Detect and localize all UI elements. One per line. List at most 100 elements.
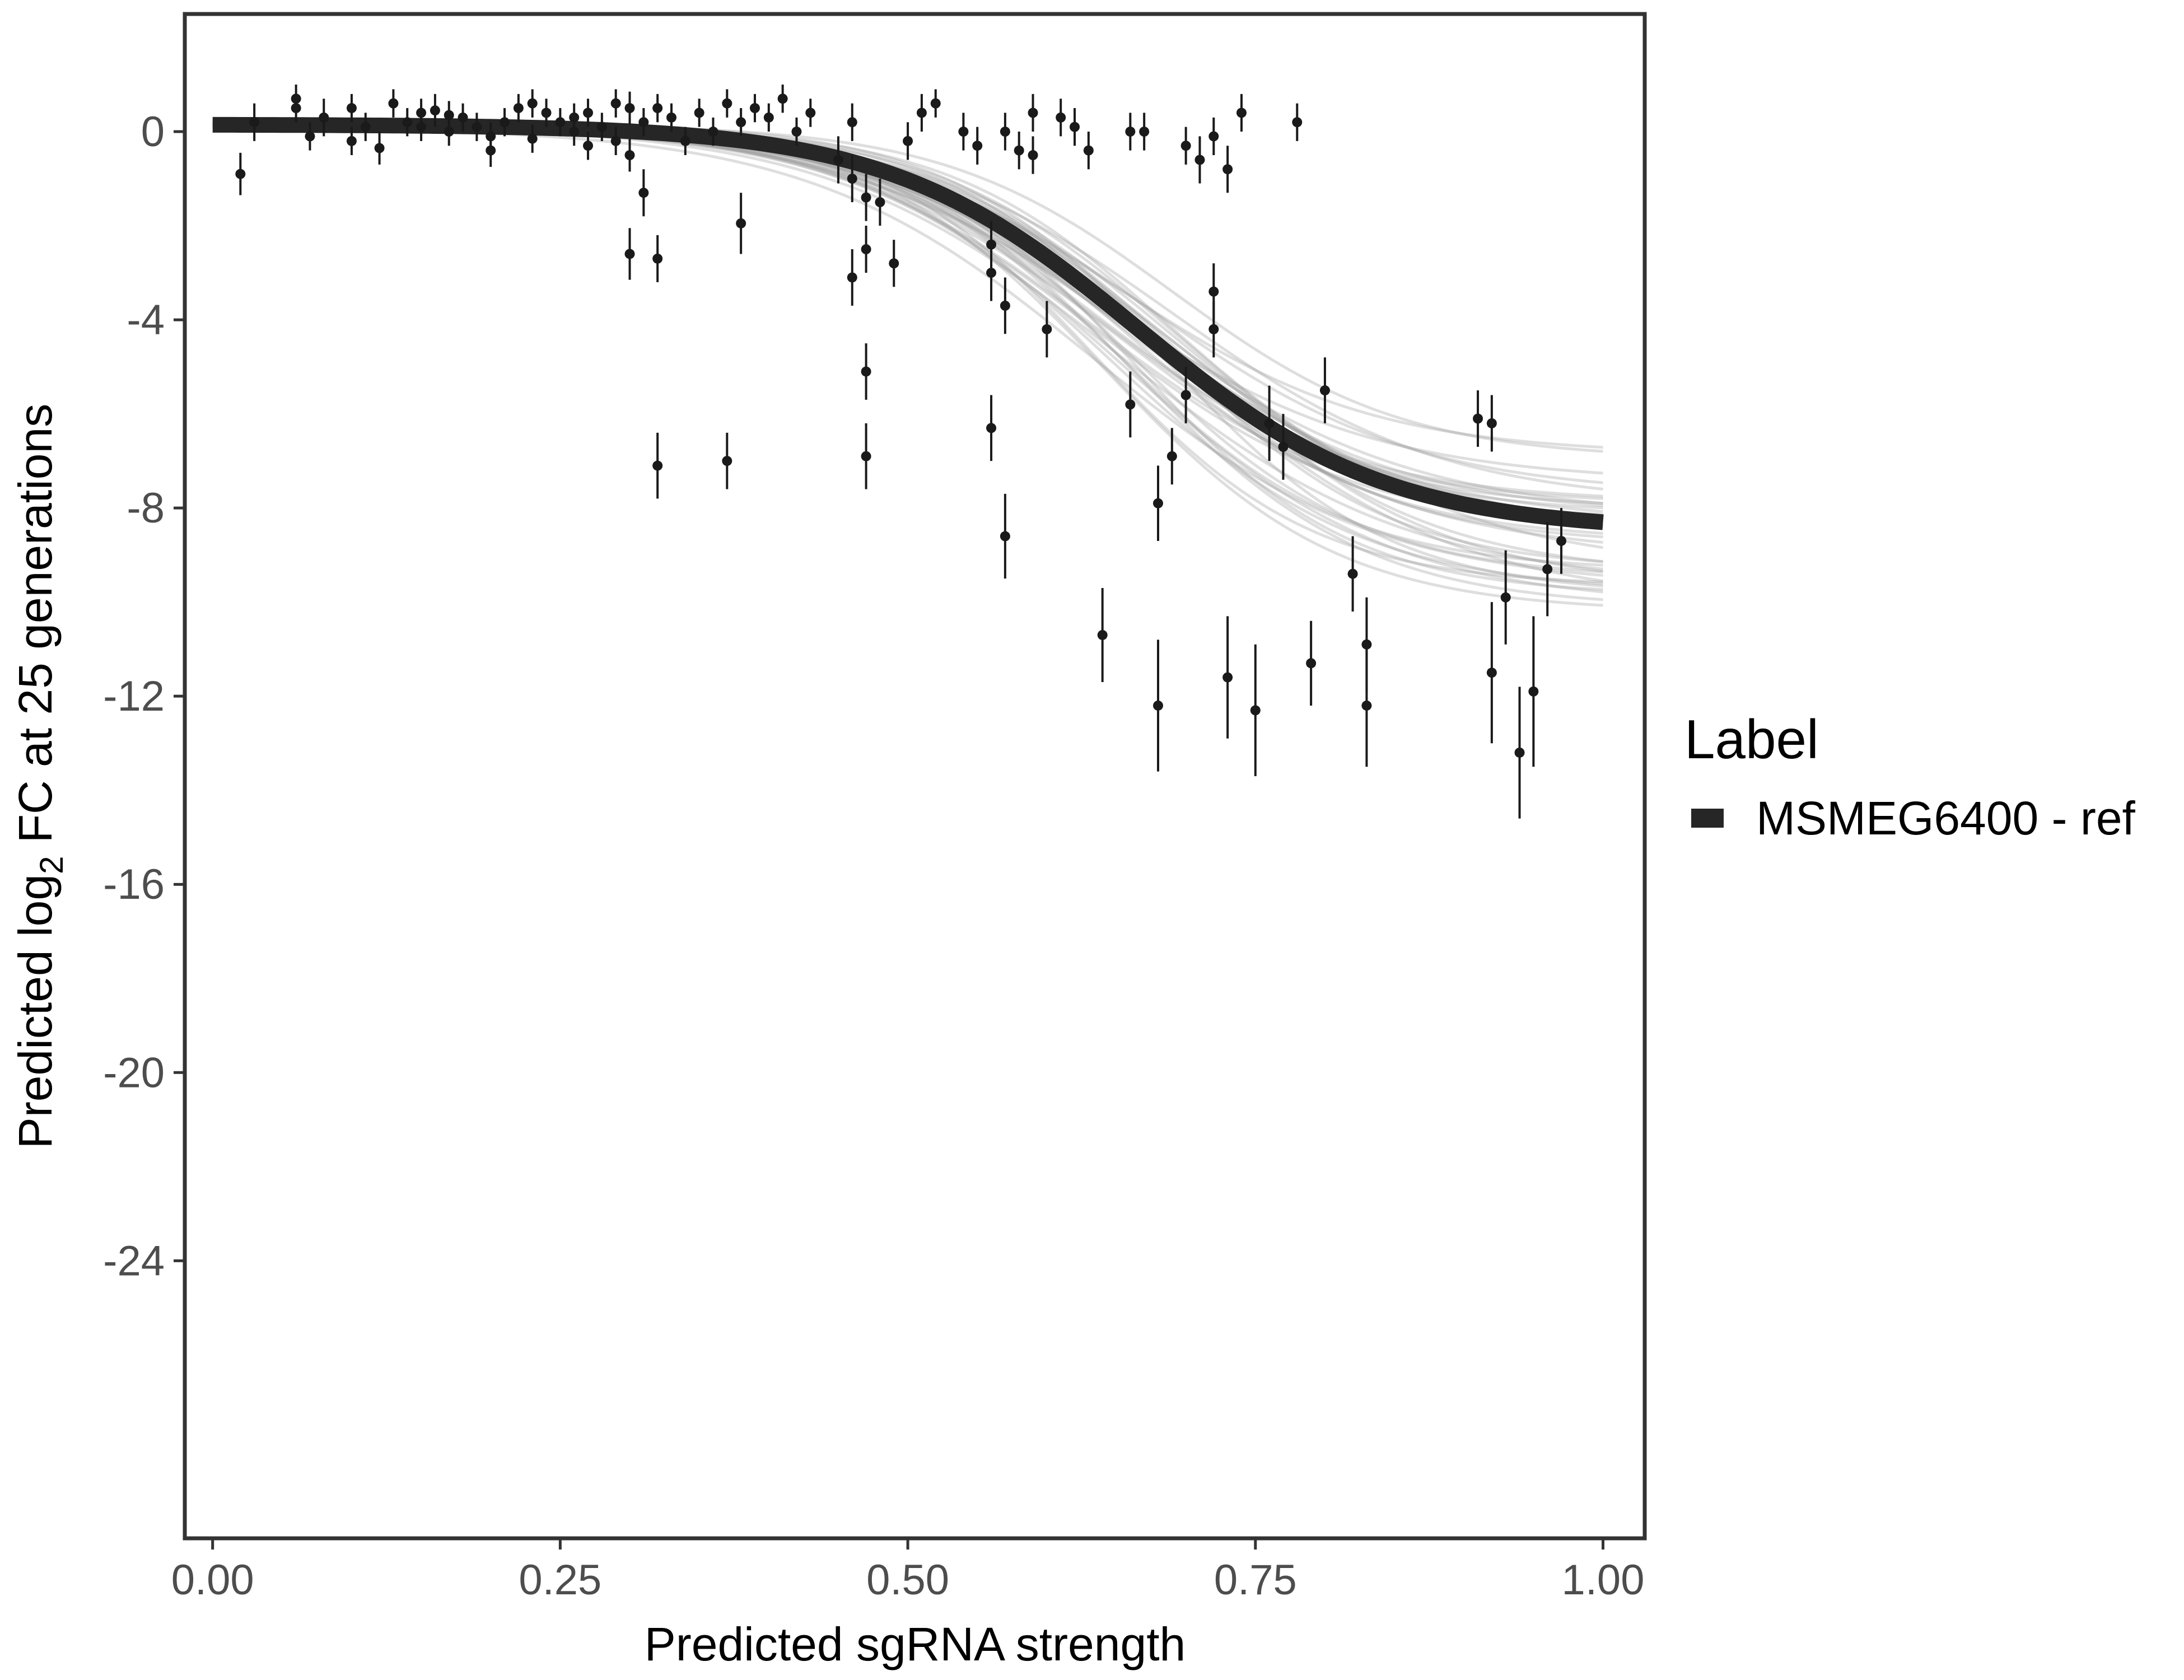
point-marker	[722, 456, 732, 466]
point-marker	[763, 112, 774, 123]
data-point	[680, 127, 690, 156]
data-point	[1056, 99, 1066, 137]
data-point	[1306, 620, 1317, 706]
point-marker	[555, 117, 566, 128]
point-marker	[861, 451, 871, 461]
data-point	[527, 89, 538, 118]
data-point	[1542, 522, 1553, 617]
point-marker	[1514, 747, 1525, 758]
data-point	[555, 108, 566, 137]
data-point	[652, 235, 663, 282]
data-point	[1028, 94, 1038, 132]
fit-curve-layer	[212, 116, 1604, 530]
data-point	[1125, 371, 1136, 438]
data-point	[903, 122, 913, 160]
point-marker	[444, 127, 454, 137]
point-marker	[972, 141, 983, 151]
y-tick-label: -12	[103, 673, 165, 720]
point-marker	[652, 253, 663, 264]
point-marker	[1486, 668, 1497, 678]
y-axis-title: Predicted log2 FC at 25 generations	[9, 404, 70, 1149]
point-marker	[472, 122, 482, 132]
data-point	[1222, 146, 1233, 193]
data-point	[1153, 465, 1163, 541]
point-marker	[1319, 385, 1330, 396]
point-marker	[680, 136, 690, 146]
point-marker	[346, 103, 357, 114]
data-point	[1486, 602, 1497, 744]
data-point	[791, 117, 802, 146]
data-point	[1319, 357, 1330, 423]
point-marker	[1166, 451, 1177, 461]
point-marker	[1306, 658, 1317, 669]
data-point	[749, 94, 760, 123]
data-point	[847, 155, 857, 203]
data-point	[722, 432, 732, 489]
data-point	[319, 99, 329, 137]
point-marker	[861, 366, 871, 377]
point-marker	[749, 103, 760, 114]
data-point	[1556, 508, 1567, 574]
data-point	[861, 423, 871, 489]
point-marker	[1500, 592, 1511, 603]
point-marker	[1139, 127, 1150, 137]
point-marker	[1153, 498, 1163, 508]
point-marker	[249, 117, 260, 128]
y-tick-label: -4	[127, 296, 165, 344]
data-point	[1042, 301, 1052, 358]
data-point	[861, 226, 871, 273]
point-marker	[416, 108, 427, 118]
point-marker	[624, 103, 635, 114]
point-marker	[847, 117, 857, 128]
point-marker	[458, 112, 468, 123]
point-marker	[1083, 145, 1094, 156]
point-marker	[708, 127, 718, 137]
point-marker	[986, 268, 997, 278]
point-marker	[430, 105, 440, 116]
point-marker	[527, 133, 538, 144]
posterior-curves	[212, 121, 1603, 607]
point-marker	[875, 197, 885, 208]
point-marker	[694, 108, 704, 118]
point-marker	[805, 108, 816, 118]
data-point	[1028, 136, 1038, 174]
data-point	[986, 395, 997, 461]
point-marker	[986, 423, 997, 433]
data-point	[291, 94, 301, 123]
point-marker	[235, 169, 246, 179]
data-point	[777, 85, 788, 113]
point-marker	[736, 117, 746, 128]
data-point	[1097, 587, 1108, 682]
point-marker	[666, 112, 676, 123]
point-marker	[402, 117, 413, 128]
data-point	[1500, 550, 1511, 645]
data-point	[1361, 644, 1372, 767]
x-axis-title: Predicted sgRNA strength	[645, 1618, 1186, 1670]
point-marker	[638, 188, 649, 198]
point-marker	[1361, 700, 1372, 711]
point-marker	[1014, 145, 1024, 156]
point-marker	[319, 112, 329, 123]
data-point	[638, 108, 649, 137]
data-point	[500, 108, 510, 137]
data-point	[1153, 640, 1163, 772]
point-marker	[1180, 390, 1191, 400]
legend-title: Label	[1684, 708, 1819, 770]
point-marker	[583, 108, 594, 118]
data-point	[986, 244, 997, 301]
data-point	[1125, 113, 1136, 151]
point-marker	[736, 218, 746, 228]
y-tick-label: -20	[103, 1049, 165, 1096]
point-marker	[1125, 127, 1136, 137]
y-tick-label: 0	[141, 108, 165, 156]
point-marker	[1208, 324, 1219, 334]
data-point	[416, 99, 427, 127]
data-point	[527, 124, 538, 153]
point-marker	[1347, 568, 1358, 579]
point-marker	[360, 122, 371, 132]
point-marker	[374, 143, 385, 153]
point-marker	[1194, 155, 1205, 165]
data-point	[360, 113, 371, 141]
x-tick-label: 0.75	[1214, 1556, 1297, 1604]
legend: Label MSMEG6400 - ref	[1684, 708, 2136, 844]
